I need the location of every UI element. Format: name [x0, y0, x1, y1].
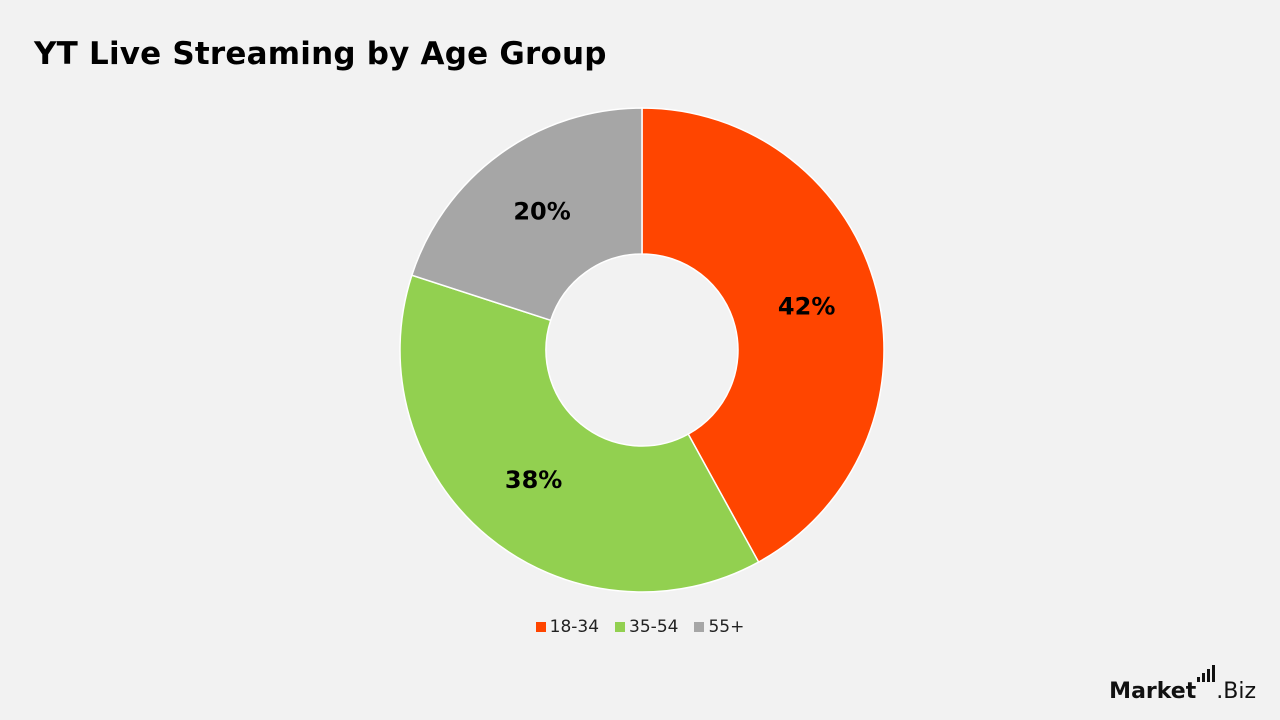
data-label-55-plus: 20%: [513, 197, 570, 225]
legend-swatch-18-34: [535, 622, 546, 632]
brand-logo: Market .Biz: [1109, 665, 1256, 704]
legend-swatch-55-plus: [694, 622, 705, 632]
legend-label-35-54: 35-54: [629, 617, 679, 637]
legend-item-35-54: 35-54: [615, 617, 678, 637]
logo-bars-icon: [1197, 665, 1216, 682]
legend-item-55-plus: 55+: [694, 617, 744, 637]
logo-text-suffix: .Biz: [1216, 679, 1256, 704]
legend-item-18-34: 18-34: [535, 617, 600, 637]
data-label-35-54: 38%: [505, 466, 562, 494]
slice-35-54: [399, 274, 760, 593]
slice-55-plus: [410, 107, 643, 322]
logo-text-main: Market: [1109, 679, 1197, 704]
legend-label-55-plus: 55+: [708, 617, 745, 637]
data-label-18-34: 42%: [778, 293, 835, 321]
legend-swatch-35-54: [615, 622, 626, 632]
slice-18-34: [641, 107, 885, 564]
chart-title: YT Live Streaming by Age Group: [34, 36, 607, 72]
legend-label-18-34: 18-34: [549, 617, 600, 637]
chart-legend: 18-34 35-54 55+: [0, 617, 1280, 637]
